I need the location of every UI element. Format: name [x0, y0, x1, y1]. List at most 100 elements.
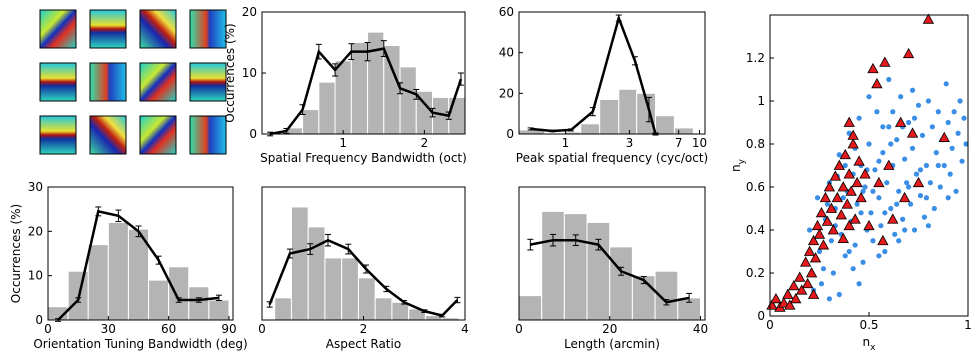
rf-image — [140, 10, 176, 48]
x-tick-label: 30 — [101, 322, 116, 336]
dot-point — [874, 109, 879, 114]
triangle-point — [836, 210, 846, 219]
triangle-point — [878, 236, 888, 245]
bar — [169, 267, 189, 320]
triangle-point — [904, 49, 914, 58]
bar — [581, 124, 600, 134]
x-axis-label-subscript: x — [870, 343, 876, 353]
chart-panel: 137100204060Peak spatial frequency (cyc/… — [499, 5, 708, 165]
x-tick-label: 0 — [258, 322, 266, 336]
triangle-point — [807, 268, 817, 277]
dot-point — [872, 167, 877, 172]
rf-image — [40, 10, 76, 48]
bar — [88, 245, 108, 320]
y-tick-label: 30 — [28, 180, 43, 194]
dot-point — [821, 266, 826, 271]
x-tick-label: 0.5 — [859, 318, 878, 332]
dot-point — [815, 195, 820, 200]
bar — [610, 247, 633, 320]
triangle-point — [820, 193, 830, 202]
bar — [275, 298, 292, 320]
dot-point — [882, 249, 887, 254]
dot-point — [934, 150, 939, 155]
triangle-point — [888, 214, 898, 223]
y-axis-label: ny — [729, 158, 747, 172]
dot-point — [807, 227, 812, 232]
rf-image — [190, 63, 226, 101]
x-tick-label: 0 — [766, 318, 774, 332]
y-tick-label: 0 — [506, 127, 514, 141]
dot-point — [912, 116, 917, 121]
bar — [392, 302, 409, 320]
triangle-point — [818, 240, 828, 249]
x-axis-label: Spatial Frequency Bandwidth (oct) — [260, 151, 467, 165]
dot-point — [956, 131, 961, 136]
dot-point — [914, 172, 919, 177]
dot-point — [908, 202, 913, 207]
dot-point — [876, 195, 881, 200]
receptive-field-grid — [40, 10, 226, 154]
triangle-point — [880, 57, 890, 66]
rf-image — [40, 63, 76, 101]
rf-image — [90, 116, 126, 154]
dot-point — [876, 253, 881, 258]
triangle-point — [848, 139, 858, 148]
dot-point — [896, 238, 901, 243]
x-axis-label: Aspect Ratio — [326, 337, 401, 351]
x-tick-label: 1 — [562, 136, 570, 150]
dot-point — [886, 124, 891, 129]
triangle-point — [771, 294, 781, 303]
triangle-point — [813, 221, 823, 230]
triangle-point — [809, 290, 819, 299]
y-tick-label: 0 — [35, 313, 43, 327]
y-tick-label: 0.4 — [746, 223, 765, 237]
y-tick-label: 20 — [499, 86, 514, 100]
bar — [425, 316, 442, 320]
x-axis-label: Orientation Tuning Bandwidth (deg) — [33, 337, 247, 351]
dot-point — [944, 81, 949, 86]
triangle-point — [801, 257, 811, 266]
bar — [189, 287, 209, 320]
dot-point — [924, 163, 929, 168]
dot-point — [882, 210, 887, 215]
dot-point — [932, 206, 937, 211]
y-tick-label: 20 — [242, 5, 257, 19]
bar — [335, 61, 351, 134]
dot-point — [961, 116, 966, 121]
dot-point — [894, 202, 899, 207]
dot-point — [910, 88, 915, 93]
dot-point — [853, 242, 858, 247]
x-tick-label: 4 — [461, 322, 469, 336]
x-tick-label: 0 — [44, 322, 52, 336]
triangle-point — [850, 214, 860, 223]
bar — [674, 128, 693, 134]
bar — [368, 32, 384, 134]
dot-point — [900, 217, 905, 222]
dot-point — [831, 270, 836, 275]
dot-point — [918, 167, 923, 172]
x-tick-label: 0 — [515, 322, 523, 336]
y-tick-label: 0.6 — [746, 180, 765, 194]
bar — [358, 278, 375, 320]
rf-image — [90, 63, 126, 101]
chart-panel: 024Aspect Ratio — [258, 187, 469, 351]
y-tick-label: 0 — [249, 127, 257, 141]
dot-point — [898, 94, 903, 99]
y-tick-label: 10 — [242, 66, 257, 80]
x-tick-label: 3 — [626, 136, 634, 150]
dot-point — [926, 223, 931, 228]
dot-point — [946, 195, 951, 200]
dot-point — [936, 109, 941, 114]
bar — [149, 280, 169, 320]
triangle-point — [844, 118, 854, 127]
dot-point — [878, 223, 883, 228]
triangle-point — [939, 133, 949, 142]
rf-image — [140, 63, 176, 101]
rf-image — [190, 116, 226, 154]
dot-point — [870, 189, 875, 194]
dot-point — [855, 202, 860, 207]
y-tick-label: 0.2 — [746, 266, 765, 280]
dot-point — [876, 159, 881, 164]
triangle-point — [783, 290, 793, 299]
